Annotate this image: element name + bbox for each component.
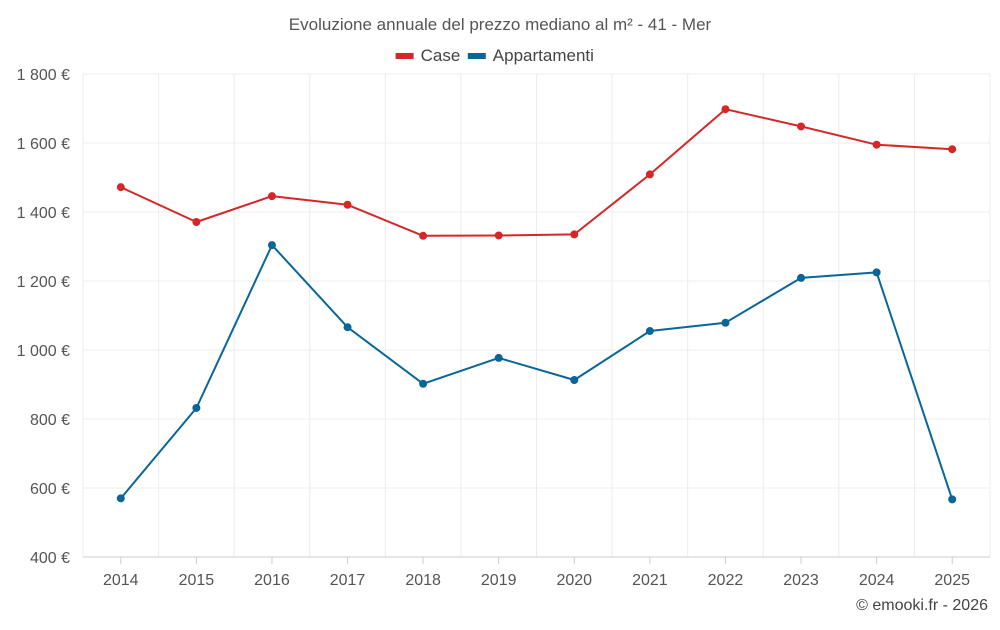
- legend-item-case[interactable]: Case: [395, 46, 461, 65]
- x-tick-label: 2020: [556, 572, 592, 589]
- data-point[interactable]: [645, 327, 654, 336]
- data-point[interactable]: [645, 170, 654, 179]
- data-point[interactable]: [116, 494, 125, 503]
- data-point[interactable]: [948, 495, 957, 504]
- data-point[interactable]: [721, 318, 730, 327]
- y-tick-label: 1 200 €: [17, 274, 70, 291]
- data-point[interactable]: [343, 200, 352, 209]
- y-tick-label: 1 000 €: [17, 343, 70, 360]
- x-tick-label: 2019: [481, 572, 517, 589]
- series-appartamenti[interactable]: [116, 241, 957, 504]
- credit-text: © emooki.fr - 2026: [856, 597, 988, 614]
- x-tick-label: 2016: [254, 572, 290, 589]
- data-point[interactable]: [948, 145, 957, 154]
- x-tick-label: 2021: [632, 572, 668, 589]
- legend-swatch: [395, 53, 414, 59]
- data-point[interactable]: [192, 218, 201, 227]
- data-point[interactable]: [872, 140, 881, 149]
- data-point[interactable]: [872, 268, 881, 277]
- legend-item-appartamenti[interactable]: Appartamenti: [467, 46, 594, 65]
- grid: [82, 73, 991, 557]
- x-tick-label: 2025: [934, 572, 970, 589]
- chart-title: Evoluzione annuale del prezzo mediano al…: [289, 15, 712, 34]
- x-tick-label: 2024: [859, 572, 895, 589]
- y-tick-label: 600 €: [30, 481, 70, 498]
- data-point[interactable]: [570, 230, 579, 239]
- y-tick-label: 800 €: [30, 412, 70, 429]
- series-line: [120, 244, 954, 500]
- legend-label: Appartamenti: [493, 46, 594, 65]
- y-tick-label: 1 600 €: [17, 136, 70, 153]
- x-tick-label: 2022: [708, 572, 744, 589]
- legend-swatch: [467, 53, 486, 59]
- x-tick-label: 2018: [405, 572, 441, 589]
- data-point[interactable]: [494, 231, 503, 240]
- series-line: [120, 108, 953, 237]
- data-point[interactable]: [116, 183, 125, 192]
- axes: 400 € 600 € 800 € 1 000 € 1 200 € 1 400 € 1 60…: [17, 67, 990, 589]
- legend-label: Case: [421, 46, 461, 65]
- data-point[interactable]: [192, 403, 201, 412]
- y-tick-label: 400 €: [30, 550, 70, 567]
- data-point[interactable]: [494, 353, 503, 362]
- x-tick-label: 2017: [330, 572, 366, 589]
- data-point[interactable]: [343, 323, 352, 332]
- x-tick-label: 2015: [179, 572, 215, 589]
- data-point[interactable]: [419, 231, 428, 240]
- data-point[interactable]: [419, 379, 428, 388]
- data-point[interactable]: [267, 241, 276, 250]
- y-tick-label: 1 800 €: [17, 67, 70, 84]
- legend[interactable]: Case Appartamenti: [395, 46, 594, 65]
- x-tick-label: 2014: [103, 572, 139, 589]
- data-point[interactable]: [797, 122, 806, 131]
- y-tick-label: 1 400 €: [17, 205, 70, 222]
- series-layer: [116, 105, 957, 504]
- data-point[interactable]: [797, 273, 806, 282]
- data-point[interactable]: [267, 192, 276, 201]
- series-case[interactable]: [116, 105, 957, 240]
- data-point[interactable]: [570, 376, 579, 385]
- x-tick-label: 2023: [783, 572, 819, 589]
- data-point[interactable]: [721, 105, 730, 114]
